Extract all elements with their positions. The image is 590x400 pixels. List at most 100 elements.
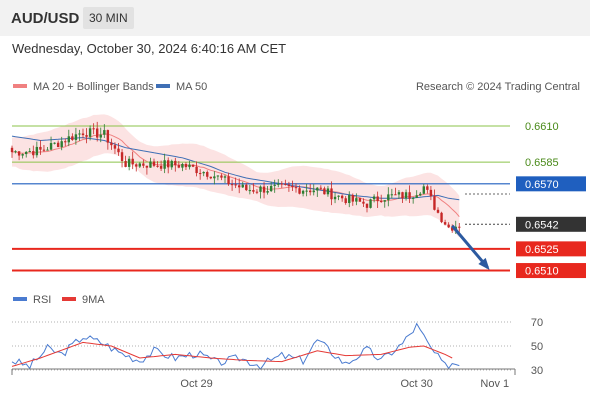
candle-body — [387, 194, 390, 201]
candle-body — [273, 184, 276, 186]
rsi-legend-label: RSI — [33, 294, 51, 306]
candle-body — [56, 142, 60, 148]
time-label: Oct 30 — [400, 378, 432, 390]
candle-body — [383, 200, 386, 202]
candle-body — [131, 158, 134, 165]
rsi-legend-swatch — [13, 297, 27, 301]
candle-body — [277, 183, 280, 185]
bollinger-band-area — [12, 114, 460, 238]
candle-body — [426, 186, 429, 190]
candle-body — [269, 185, 273, 192]
level-0-6570-label: 0.6570 — [525, 179, 559, 191]
candle-body — [284, 183, 287, 185]
forecast-arrow — [451, 224, 490, 270]
candle-body — [262, 186, 266, 193]
candle-body — [60, 141, 63, 148]
candle-body — [326, 188, 330, 195]
candle-body — [213, 176, 216, 179]
level-0-6585-label: 0.6585 — [525, 157, 559, 169]
symbol-label: AUD/USD — [11, 10, 80, 27]
rsi-panel: 30 50 70 — [11, 317, 543, 377]
candle-body — [344, 198, 347, 204]
candle-body — [92, 128, 95, 130]
candle-body — [99, 134, 102, 138]
candle-body — [174, 160, 177, 166]
ma20-legend-label: MA 20 + Bollinger Bands — [33, 81, 154, 93]
candle-body — [78, 133, 81, 135]
rsi-line — [11, 322, 460, 371]
candle-body — [372, 196, 376, 200]
candle-body — [135, 164, 138, 167]
time-label: Nov 1 — [480, 378, 509, 390]
candle-body — [390, 194, 394, 196]
candle-body — [238, 185, 241, 188]
candle-body — [365, 203, 369, 208]
level-0-6610-label: 0.6610 — [525, 121, 559, 133]
candle-body — [245, 184, 248, 191]
candle-body — [429, 189, 433, 197]
candle-body — [316, 187, 319, 191]
copyright-label: Research © 2024 Trading Central — [416, 81, 580, 93]
bollinger-bands — [12, 114, 460, 238]
candle-body — [216, 175, 220, 177]
level-0-6525-box — [516, 241, 586, 257]
chart-datetime: Wednesday, October 30, 2024 6:40:16 AM C… — [12, 41, 287, 56]
rsi-tick-50: 50 — [531, 341, 543, 353]
candle-body — [74, 134, 78, 140]
candle-body — [433, 196, 436, 210]
candle-body — [110, 142, 113, 146]
ma20-legend-swatch — [13, 84, 27, 88]
ma50-legend-swatch — [156, 84, 170, 88]
candle-body — [309, 190, 312, 193]
candle-body — [117, 148, 120, 153]
candle-body — [330, 188, 333, 200]
candle-body — [96, 128, 99, 138]
candle-body — [415, 195, 418, 198]
level-0-6510-box — [516, 263, 586, 279]
candle-body — [447, 224, 450, 228]
candle-body — [67, 136, 70, 143]
candle-body — [348, 195, 351, 204]
rsi-ma-legend-label: 9MA — [82, 294, 105, 306]
candle-body — [85, 135, 88, 137]
candle-body — [71, 136, 74, 140]
interval-button[interactable]: 30 MIN — [83, 7, 134, 29]
candle-body — [241, 184, 244, 188]
level-0-6525-label: 0.6525 — [525, 244, 559, 256]
candle-body — [49, 143, 53, 150]
candle-body — [397, 192, 401, 195]
candle-body — [301, 190, 305, 194]
candle-body — [159, 165, 163, 169]
candle-body — [351, 195, 354, 202]
candle-body — [312, 190, 315, 193]
candle-body — [266, 191, 269, 193]
candle-body — [209, 176, 212, 179]
candle-body — [191, 164, 195, 167]
candlesticks — [10, 121, 461, 234]
candle-body — [202, 172, 205, 174]
forecast-arrow-shaft — [451, 224, 489, 269]
rsi-ma-line — [11, 341, 453, 367]
rsi-ma-legend-swatch — [62, 297, 76, 301]
candle-body — [458, 226, 461, 228]
candle-body — [25, 151, 28, 155]
price-levels: 0.6610 0.6585 0.6570 0.6542 0.6525 0.6510 — [12, 121, 586, 279]
candle-body — [287, 184, 291, 186]
candle-body — [138, 163, 141, 167]
candle-body — [42, 149, 46, 151]
candle-body — [124, 160, 127, 167]
candle-body — [10, 147, 14, 153]
candle-body — [14, 151, 17, 153]
level-0-6542-box — [516, 216, 586, 232]
candle-body — [113, 145, 117, 149]
candle-body — [103, 130, 106, 135]
candle-body — [53, 142, 56, 144]
candle-body — [419, 193, 422, 196]
candle-body — [234, 184, 237, 186]
candle-body — [355, 198, 358, 202]
candle-body — [28, 151, 31, 153]
chart-header: AUD/USD 30 MIN — [0, 0, 590, 36]
candle-body — [380, 201, 383, 203]
candle-body — [145, 165, 149, 168]
